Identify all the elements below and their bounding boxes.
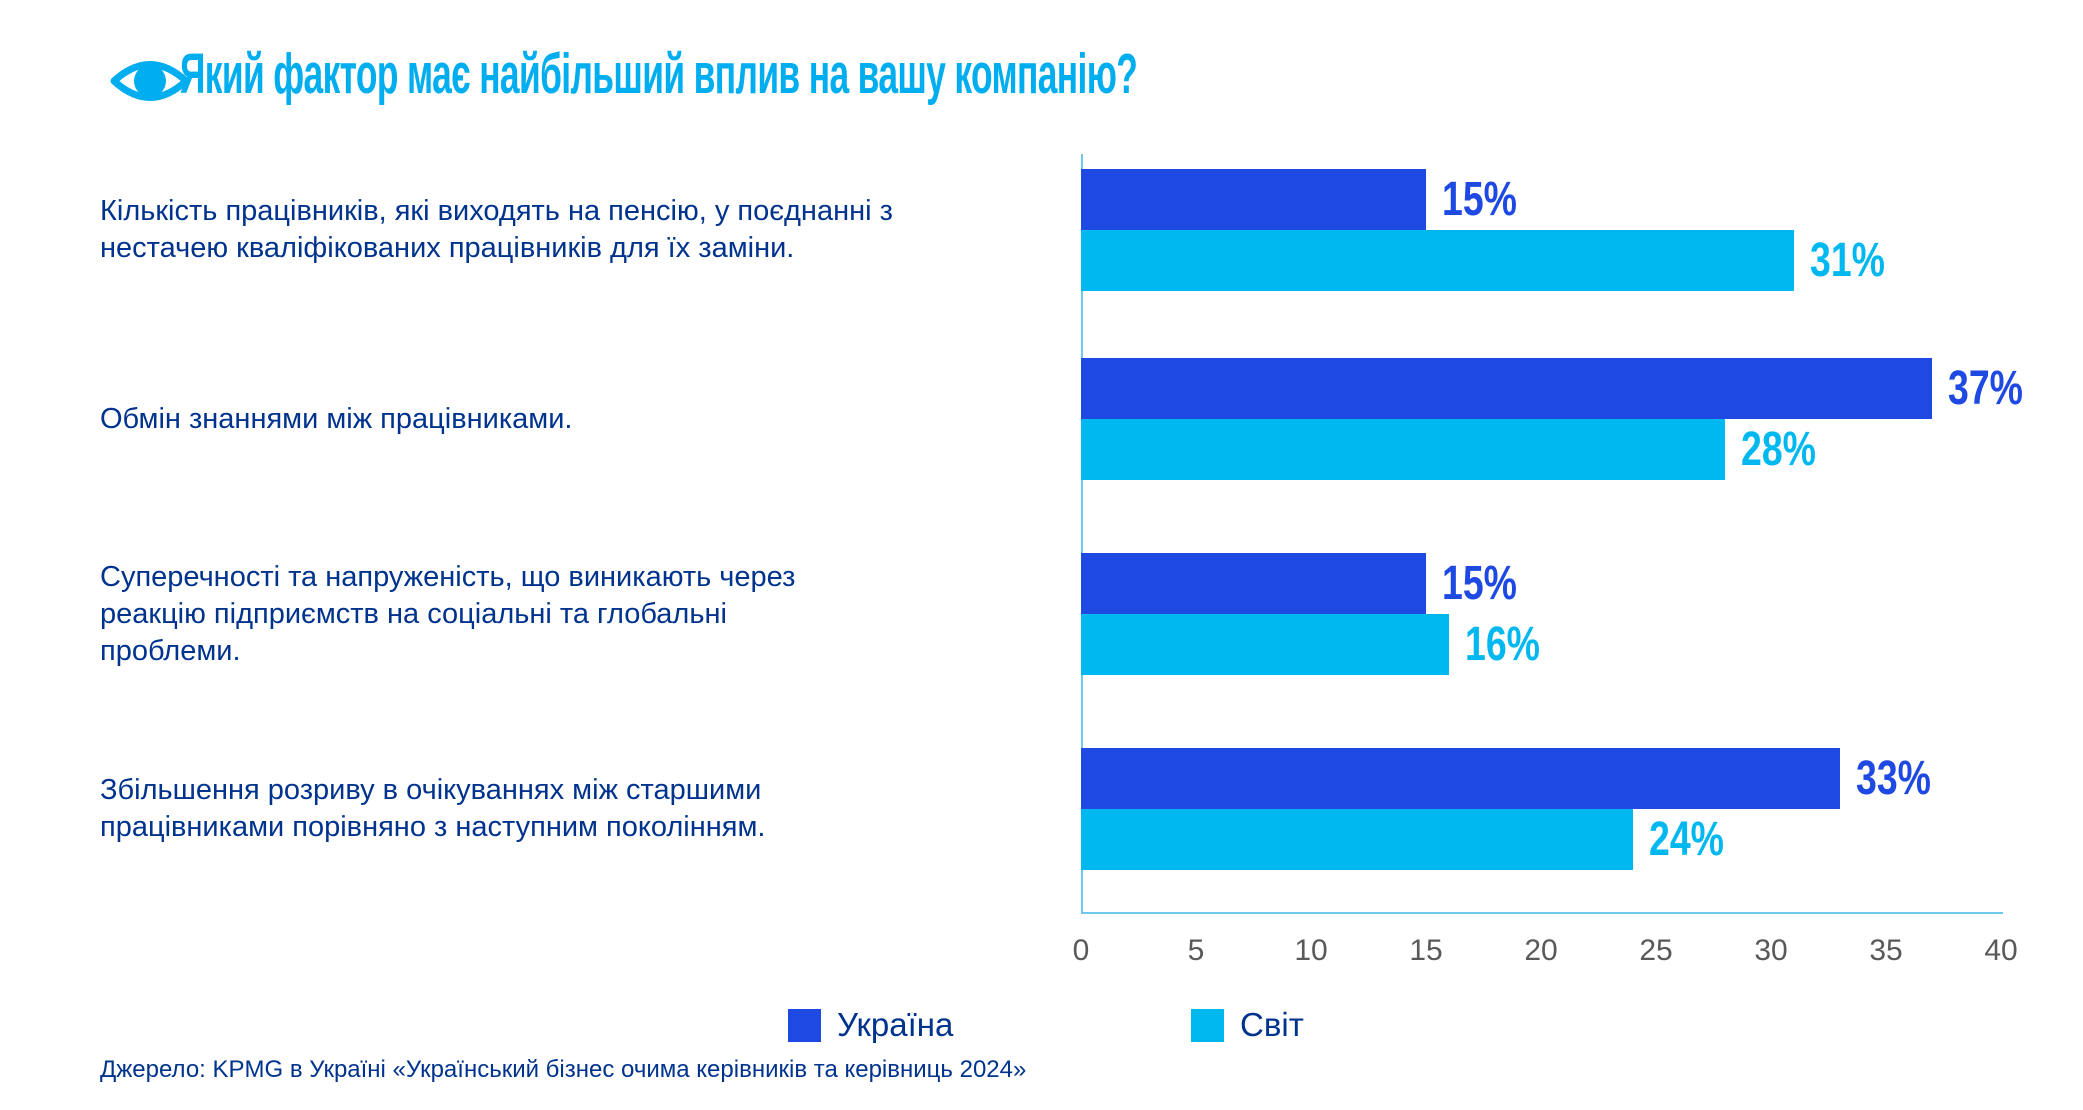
x-axis-line [1081,912,2003,914]
category-label: Обмін знаннями між працівниками. [100,402,573,435]
source-note: Джерело: KPMG в Україні «Український біз… [100,1056,1027,1083]
axis-tick-label: 5 [1187,934,1205,967]
value-label: 37% [1948,362,2023,415]
axis-tick-label: 40 [1984,934,2018,967]
legend-swatch-world [1191,1008,1224,1042]
axis-tick-label: 20 [1524,934,1558,967]
value-label: 15% [1442,557,1517,610]
value-label: 33% [1856,752,1931,805]
legend-swatch-ukraine [788,1008,821,1042]
category-label: Збільшення розриву в очікуваннях між ста… [100,774,766,843]
eye-icon [110,61,190,101]
bar-world [1081,809,1633,870]
bar-ukraine [1081,169,1426,230]
value-label: 24% [1649,813,1724,866]
legend-label-ukraine: Україна [837,1006,954,1043]
bar-world [1081,614,1449,675]
axis-tick-label: 35 [1869,934,1903,967]
bar-ukraine [1081,553,1426,614]
axis-tick-label: 25 [1639,934,1673,967]
axis-tick-label: 10 [1294,934,1328,967]
value-label: 28% [1741,423,1816,476]
axis-tick-label: 30 [1754,934,1788,967]
bar-world [1081,419,1725,480]
legend-item-ukraine: Україна [788,1006,953,1044]
y-axis-line [1081,154,1083,914]
bar-ukraine [1081,748,1840,809]
page-title: Який фактор має найбільший вплив на вашу… [180,42,1138,106]
category-label: Суперечності та напруженість, що виникаю… [100,560,796,667]
value-label: 16% [1465,618,1540,671]
axis-tick-label: 0 [1072,934,1090,967]
value-label: 15% [1442,173,1517,226]
legend-item-world: Світ [1191,1006,1304,1044]
bar-ukraine [1081,358,1932,419]
bar-world [1081,230,1794,291]
legend-label-world: Світ [1240,1006,1304,1043]
axis-tick-label: 15 [1409,934,1443,967]
category-label: Кількість працівників, які виходять на п… [100,195,893,264]
value-label: 31% [1810,234,1885,287]
